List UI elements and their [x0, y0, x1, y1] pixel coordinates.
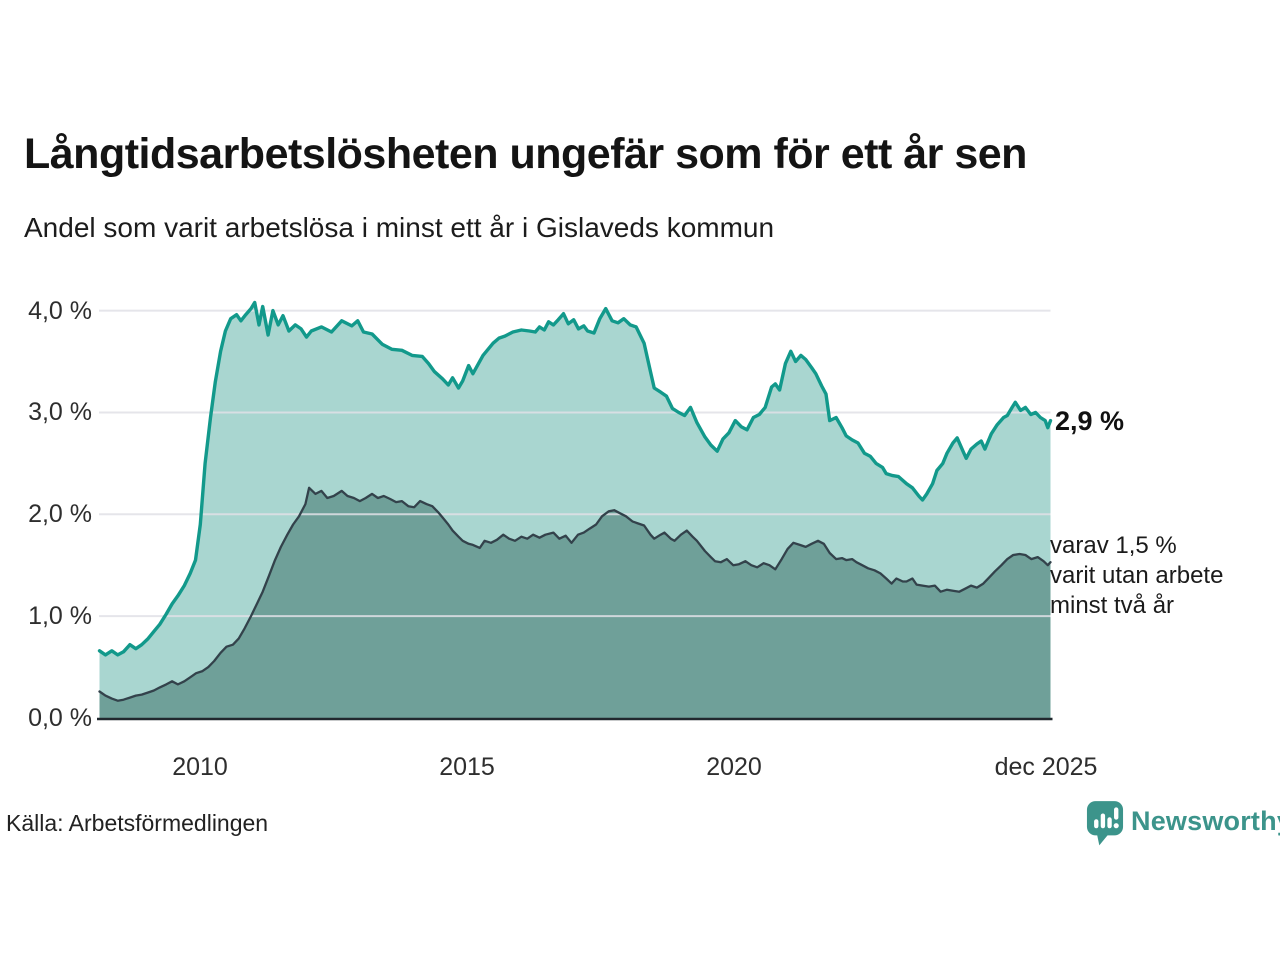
line-one-year [97, 300, 1053, 657]
y-tick-label: 1,0 % [28, 602, 92, 630]
newsworthy-brand: Newsworthy [1086, 800, 1280, 846]
newsworthy-logo-icon [1086, 801, 1124, 846]
y-tick-label: 3,0 % [28, 398, 92, 426]
annotation-line: varit utan arbete [1050, 562, 1224, 589]
page-title: Långtidsarbetslösheten ungefär som för e… [24, 130, 1027, 178]
x-tick-label: 2020 [706, 753, 762, 781]
x-tick-label: dec 2025 [994, 753, 1098, 781]
series-end-value-label: 2,9 % [1055, 406, 1125, 436]
annotation-line: varav 1,5 % [1050, 532, 1177, 559]
source-credit: Källa: Arbetsförmedlingen [6, 810, 269, 836]
y-tick-label: 2,0 % [28, 500, 92, 528]
y-tick-label: 4,0 % [28, 297, 92, 325]
x-tick-label: 2010 [172, 753, 228, 781]
x-tick-label: 2015 [439, 753, 495, 781]
area-fill-two-year [99, 487, 1051, 718]
two-year-series-annotation: varav 1,5 % varit utan arbete minst två … [1050, 531, 1223, 621]
chart-subtitle: Andel som varit arbetslösa i minst ett å… [24, 212, 775, 243]
annotation-line: minst två år [1050, 592, 1175, 619]
brand-name: Newsworthy [1131, 806, 1280, 836]
line-two-year [98, 486, 1052, 702]
y-tick-label: 0,0 % [28, 704, 92, 732]
